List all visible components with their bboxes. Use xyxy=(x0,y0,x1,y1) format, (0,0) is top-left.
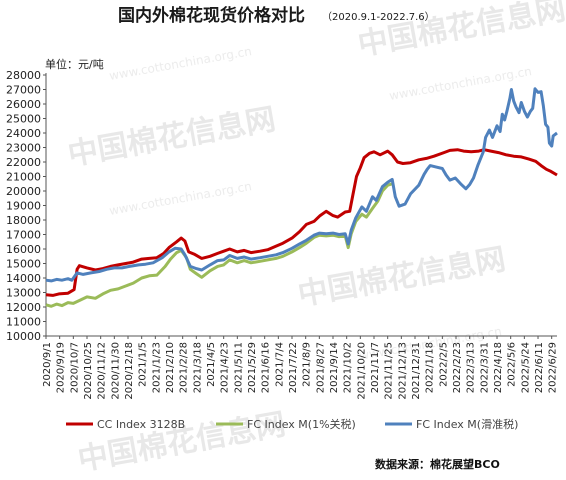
y-tick-label: 17000 xyxy=(6,229,41,242)
x-tick-label: 2021/1/5 xyxy=(138,342,149,387)
y-tick-label: 21000 xyxy=(6,171,41,184)
x-tick-label: 2021/2/10 xyxy=(165,342,176,393)
series-lines xyxy=(45,87,558,308)
x-tick-label: 2021/12/31 xyxy=(411,342,422,400)
x-tick-label: 2020/11/12 xyxy=(97,342,108,400)
x-tick-label: 2021/9/14 xyxy=(329,342,340,393)
x-tick-label: 2021/10/2 xyxy=(343,342,354,393)
watermark-url: www.cottonchina.org.cn xyxy=(108,44,253,83)
x-tick-label: 2022/3/31 xyxy=(479,342,490,393)
x-tick-label: 2021/4/5 xyxy=(206,342,217,387)
x-tick-label: 2021/4/23 xyxy=(220,342,231,393)
x-tick-label: 2022/2/5 xyxy=(438,342,449,387)
data-source: 数据来源：棉花展望BCO xyxy=(375,457,500,471)
y-tick-label: 13000 xyxy=(6,287,41,300)
x-tick-label: 2022/1/18 xyxy=(425,342,436,393)
watermark-url: www.cottonchina.org.cn xyxy=(108,179,253,218)
chart-subtitle: （2020.9.1-2022.7.6） xyxy=(322,11,435,23)
x-tick-label: 2021/5/29 xyxy=(247,342,258,393)
legend-label-fc-index-sliding: FC Index M(滑准税) xyxy=(416,417,518,431)
x-tick-label: 2021/8/9 xyxy=(302,342,313,387)
legend-label-fc-index-1pct: FC Index M(1%关税) xyxy=(247,417,356,431)
y-tick-label: 23000 xyxy=(6,142,41,155)
y-tick-label: 26000 xyxy=(6,98,41,111)
y-tick-label: 28000 xyxy=(6,69,41,82)
legend: CC Index 3128B FC Index M(1%关税) FC Index… xyxy=(66,417,518,431)
x-tick-label: 2021/6/16 xyxy=(261,342,272,393)
x-tick-label: 2022/5/6 xyxy=(507,342,518,387)
y-tick-label: 19000 xyxy=(6,200,41,213)
chart-title: 国内外棉花现货价格对比 xyxy=(118,5,305,26)
x-tick-label: 2021/1/23 xyxy=(151,342,162,393)
series-fc-index-m-1pct-tariff xyxy=(45,182,393,308)
x-tick-label: 2022/4/18 xyxy=(493,342,504,393)
y-tick-label: 20000 xyxy=(6,185,41,198)
x-tick-label: 2020/9/1 xyxy=(42,342,53,387)
watermark-text: 中国棉花信息网 xyxy=(295,242,508,313)
x-tick-label: 2020/10/25 xyxy=(83,342,94,400)
y-tick-label: 16000 xyxy=(6,243,41,256)
x-tick-label: 2021/3/18 xyxy=(192,342,203,393)
y-tick-label: 10000 xyxy=(6,330,41,343)
y-tick-label: 22000 xyxy=(6,156,41,169)
series-cc-index-3128b xyxy=(45,148,558,297)
x-tick-label: 2020/12/18 xyxy=(124,342,135,400)
y-tick-label: 12000 xyxy=(6,301,41,314)
y-tick-label: 18000 xyxy=(6,214,41,227)
x-tick-label: 2021/7/4 xyxy=(274,342,285,387)
x-tick-label: 2022/3/13 xyxy=(466,342,477,393)
x-tick-label: 2021/8/27 xyxy=(315,342,326,393)
watermark: 中国棉花信息网 中国棉花信息网 中国棉花信息网 中国棉花信息网 www.cott… xyxy=(65,0,566,478)
x-tick-label: 2022/6/29 xyxy=(548,342,559,393)
x-tick-label: 2021/10/20 xyxy=(356,342,367,400)
x-tick-label: 2022/5/24 xyxy=(520,342,531,393)
y-tick-label: 11000 xyxy=(6,316,41,329)
x-axis-ticks: 2020/9/1 2020/9/19 2020/10/7 2020/10/25 2020… xyxy=(42,336,559,400)
y-tick-label: 25000 xyxy=(6,113,41,126)
y-tick-label: 24000 xyxy=(6,127,41,140)
legend-label-cc-index: CC Index 3128B xyxy=(97,418,185,431)
x-tick-label: 2021/11/25 xyxy=(384,342,395,400)
series-fc-index-m-sliding-tariff xyxy=(45,87,558,283)
x-tick-label: 2022/6/11 xyxy=(534,342,545,393)
y-tick-label: 27000 xyxy=(6,84,41,97)
x-tick-label: 2021/7/22 xyxy=(288,342,299,393)
x-tick-label: 2021/5/11 xyxy=(233,342,244,393)
watermark-text: 中国棉花信息网 xyxy=(355,0,566,63)
x-tick-label: 2021/12/13 xyxy=(397,342,408,400)
watermark-text: 中国棉花信息网 xyxy=(65,102,278,173)
x-tick-label: 2022/2/23 xyxy=(452,342,463,393)
x-tick-label: 2021/11/7 xyxy=(370,342,381,393)
x-tick-label: 2020/9/19 xyxy=(56,342,67,393)
y-tick-label: 14000 xyxy=(6,272,41,285)
y-tick-label: 15000 xyxy=(6,258,41,271)
y-axis-unit: 单位：元/吨 xyxy=(45,57,104,71)
x-tick-label: 2020/11/30 xyxy=(110,342,121,400)
x-tick-label: 2020/10/7 xyxy=(69,342,80,393)
x-tick-label: 2021/2/28 xyxy=(179,342,190,393)
